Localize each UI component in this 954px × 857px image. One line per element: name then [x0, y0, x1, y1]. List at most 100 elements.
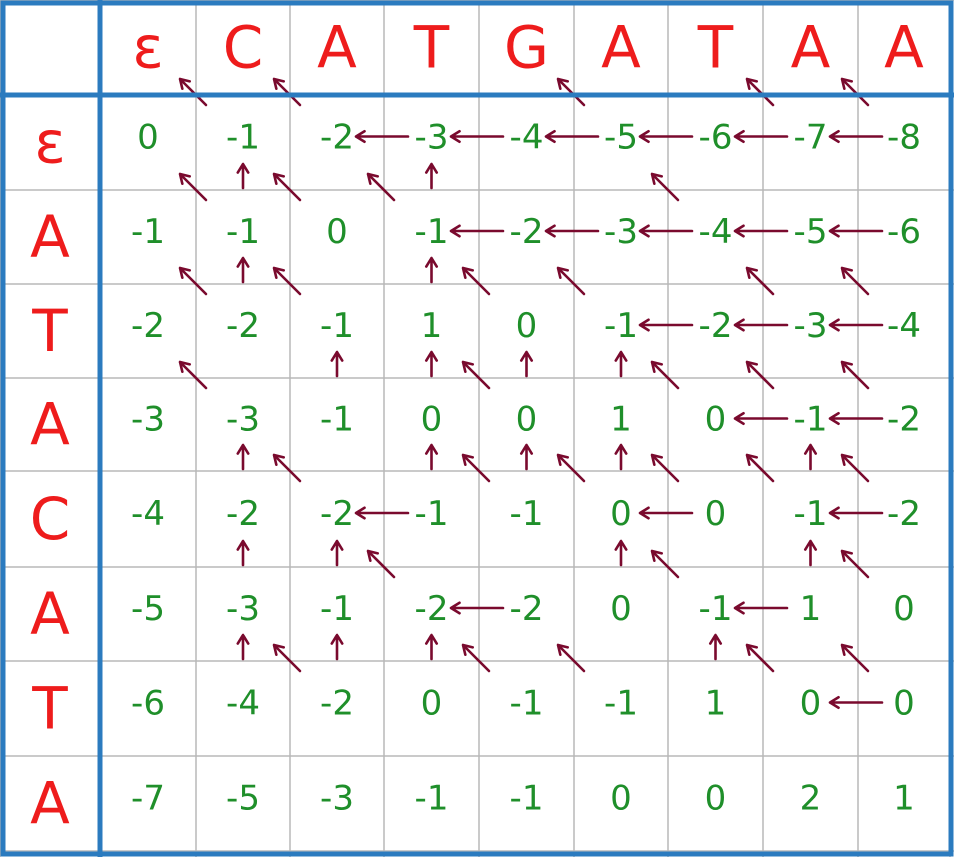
cell-value: -8 [887, 118, 921, 158]
up-arrow [519, 350, 534, 378]
cell-value: -1 [320, 589, 354, 629]
cell-value: 0 [705, 494, 727, 534]
cell-value: -2 [510, 589, 544, 629]
column-header: C [223, 14, 264, 82]
cell-value: 0 [610, 589, 632, 629]
column-header: ε [132, 14, 163, 82]
cell-value: -7 [131, 779, 165, 819]
row-header: A [30, 203, 70, 271]
cell-value: -6 [887, 212, 921, 252]
diagonal-arrow [272, 453, 302, 483]
cell-value: -4 [226, 684, 260, 724]
cell-value: -2 [887, 400, 921, 440]
diagonal-arrow [461, 360, 491, 390]
cell-value: -1 [510, 684, 544, 724]
cell-value: -1 [604, 306, 638, 346]
up-arrow [236, 443, 250, 471]
diagonal-arrow [272, 266, 302, 296]
cell-value: -4 [887, 306, 921, 346]
diagonal-arrow [745, 77, 775, 107]
cell-value: -4 [510, 118, 544, 158]
diagonal-arrow [745, 643, 775, 673]
cell-value: 2 [800, 779, 822, 819]
cell-value: 1 [610, 400, 632, 440]
cell-value: -3 [320, 779, 354, 819]
left-arrow [733, 318, 789, 332]
diagonal-arrow [272, 643, 302, 673]
left-arrow [449, 129, 505, 144]
diagonal-arrow [178, 266, 208, 296]
cell-value: 0 [800, 684, 822, 724]
cell-value: 0 [421, 400, 443, 440]
column-header: T [413, 14, 450, 82]
left-arrow [828, 224, 884, 238]
diagonal-arrow [461, 453, 491, 483]
up-arrow [708, 633, 723, 661]
cell-value: 0 [610, 494, 632, 534]
left-arrow [733, 224, 789, 238]
row-header: A [30, 580, 70, 648]
up-arrow [330, 539, 344, 567]
cell-value: -1 [320, 306, 354, 346]
cell-value: -1 [226, 118, 260, 158]
cell-value: -6 [131, 684, 165, 724]
diagonal-arrow [840, 266, 870, 296]
cell-value: -2 [510, 212, 544, 252]
up-arrow [424, 162, 439, 190]
diagonal-arrow [745, 453, 775, 483]
cell-value: -5 [226, 779, 260, 819]
diagonal-arrow [650, 453, 680, 483]
cell-value: 1 [893, 779, 915, 819]
cell-value: -2 [131, 306, 165, 346]
cell-value: 1 [421, 306, 443, 346]
column-header: T [697, 14, 734, 82]
diagonal-arrow [745, 360, 775, 390]
diagonal-arrow [650, 360, 680, 390]
column-header: A [791, 14, 831, 82]
cell-value: 0 [137, 118, 159, 158]
up-arrow [614, 539, 628, 567]
cell-value: -1 [699, 589, 733, 629]
cell-value: -1 [415, 779, 449, 819]
up-arrow [614, 443, 628, 471]
left-arrow [828, 506, 884, 520]
cell-value: -1 [604, 684, 638, 724]
left-arrow [544, 129, 600, 144]
cell-value: -1 [510, 494, 544, 534]
diagonal-arrow [461, 266, 491, 296]
diagonal-arrow [840, 360, 870, 390]
row-header: A [30, 391, 70, 459]
left-arrow [828, 411, 884, 426]
cell-value: -3 [131, 400, 165, 440]
diagonal-arrow [272, 172, 302, 202]
column-header: A [601, 14, 641, 82]
up-arrow [614, 350, 628, 378]
cell-value: -3 [604, 212, 638, 252]
cell-value: -1 [794, 494, 828, 534]
up-arrow [519, 443, 534, 471]
left-arrow [828, 318, 884, 332]
cell-value: -2 [320, 684, 354, 724]
diagonal-arrow [272, 77, 302, 107]
up-arrow [424, 443, 439, 471]
score-values: 0 -1 -2 -3 -4 -5 -6 -7 -8 -1 -1 0 -1 -2 -3 -4 -5 -6 -2 -2 -1… [131, 118, 921, 819]
up-arrow [803, 539, 818, 567]
cell-value: -5 [794, 212, 828, 252]
traceback-arrows [178, 77, 884, 710]
diagonal-arrow [178, 172, 208, 202]
left-arrow [449, 601, 505, 615]
row-header: A [30, 770, 70, 838]
cell-value: -2 [699, 306, 733, 346]
up-arrow [236, 633, 250, 661]
cell-value: -1 [131, 212, 165, 252]
cell-value: -2 [226, 494, 260, 534]
diagonal-arrow [650, 172, 680, 202]
cell-value: 0 [893, 684, 915, 724]
row-header: T [31, 675, 68, 743]
diagonal-arrow [556, 266, 586, 296]
cell-value: -2 [226, 306, 260, 346]
cell-value: 0 [705, 400, 727, 440]
up-arrow [330, 350, 344, 378]
